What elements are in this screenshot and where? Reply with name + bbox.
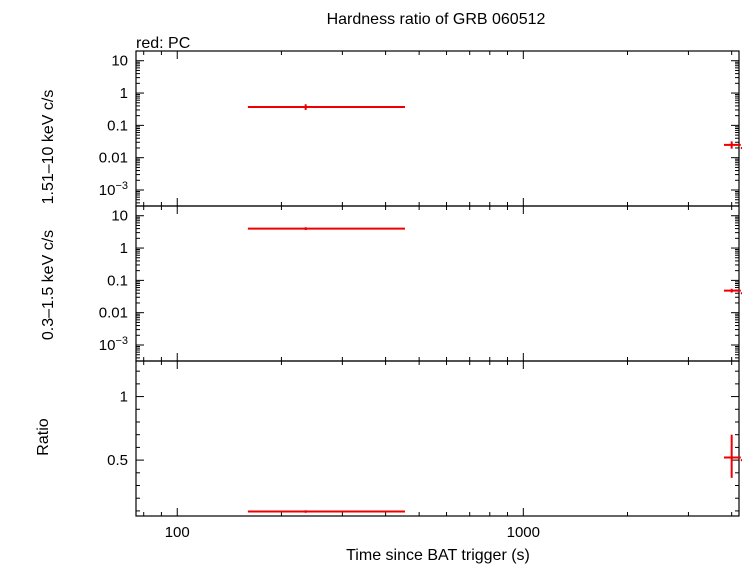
- y-tick-label: 1: [120, 240, 128, 257]
- data-point: [723, 434, 741, 478]
- panel-2: 10 1 0.1 0.01 10−3 0.3–1.5 keV c/s: [40, 205, 742, 362]
- panel-frame: [135, 50, 740, 207]
- chart-title: Hardness ratio of GRB 060512: [327, 11, 546, 28]
- data-point: [247, 510, 405, 513]
- y-tick-label: 10: [111, 208, 128, 225]
- data-point: [723, 141, 741, 149]
- y-tick-label: 10−3: [99, 335, 128, 354]
- y-axis-label: 0.3–1.5 keV c/s: [40, 230, 57, 340]
- data-point: [723, 288, 741, 293]
- y-tick-label: 0.1: [107, 117, 128, 134]
- panel-1: 10 1 0.1 0.01 10−3 1.51–10 keV c/s: [40, 50, 742, 207]
- y-tick-label: 10: [111, 53, 128, 70]
- chart-subtitle: red: PC: [136, 35, 190, 52]
- data-point: [247, 227, 405, 231]
- y-tick-label: 0.1: [107, 272, 128, 289]
- x-tick-label: 1000: [507, 524, 540, 541]
- panel-frame: [135, 205, 740, 362]
- y-axis-label: Ratio: [35, 418, 52, 455]
- y-tick-label: 0.5: [107, 452, 128, 469]
- y-tick-label: 0.01: [99, 150, 128, 167]
- y-tick-label: 10−3: [99, 180, 128, 199]
- y-tick-label: 1: [120, 389, 128, 406]
- y-tick-label: 1: [120, 85, 128, 102]
- panel-frame: [135, 360, 740, 517]
- x-axis-label: Time since BAT trigger (s): [346, 547, 530, 564]
- y-axis-label: 1.51–10 keV c/s: [40, 90, 57, 205]
- y-tick-label: 0.01: [99, 305, 128, 322]
- x-tick-label: 100: [165, 524, 190, 541]
- panel-3: 1 0.5 Ratio: [35, 360, 742, 517]
- data-point: [247, 104, 405, 110]
